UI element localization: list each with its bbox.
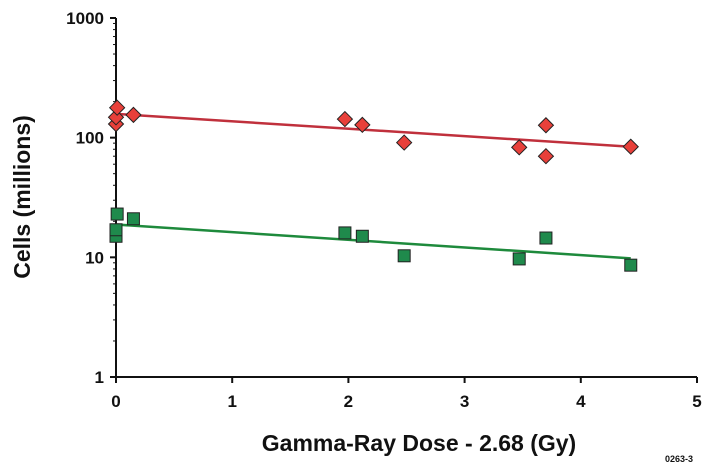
- diamond-data-point: [107, 109, 125, 126]
- diamond-data-point: [537, 117, 555, 134]
- square-data-point: [539, 231, 553, 245]
- x-tick-label: 2: [344, 392, 353, 411]
- diamond-data-point: [336, 110, 354, 128]
- x-tick-label: 4: [576, 392, 586, 411]
- x-axis-title: Gamma-Ray Dose - 2.68 (Gy): [262, 430, 576, 456]
- square-data-point: [397, 249, 411, 263]
- diamond-series-fit-line: [115, 112, 631, 148]
- y-tick-label: 1: [95, 368, 104, 387]
- diamond-data-point: [395, 134, 413, 151]
- square-data-point: [110, 207, 124, 221]
- square-data-point: [126, 212, 140, 226]
- y-tick-label: 100: [76, 129, 104, 148]
- diamond-data-point: [125, 106, 142, 124]
- square-data-point: [624, 258, 638, 272]
- markers: [107, 99, 639, 272]
- square-data-point: [512, 252, 526, 266]
- fit-lines: [115, 112, 631, 260]
- x-tick-label: 3: [460, 392, 469, 411]
- square-data-point: [338, 226, 352, 240]
- diamond-data-point: [354, 116, 371, 134]
- figure-code: 0263-3: [665, 454, 693, 464]
- x-tick-label: 0: [111, 392, 120, 411]
- square-series-fit-line: [115, 223, 631, 260]
- x-tick-label: 1: [227, 392, 236, 411]
- square-data-point: [109, 223, 123, 237]
- diamond-data-point: [537, 147, 555, 165]
- x-tick-label: 5: [692, 392, 701, 411]
- diamond-data-point: [108, 99, 126, 116]
- y-axis-title: Cells (millions): [9, 115, 35, 279]
- y-tick-label: 10: [85, 248, 104, 267]
- axes: [110, 17, 698, 383]
- diamond-data-point: [622, 138, 639, 155]
- square-data-point: [355, 229, 369, 243]
- diamond-data-point: [511, 139, 528, 156]
- y-tick-label: 1000: [66, 9, 104, 28]
